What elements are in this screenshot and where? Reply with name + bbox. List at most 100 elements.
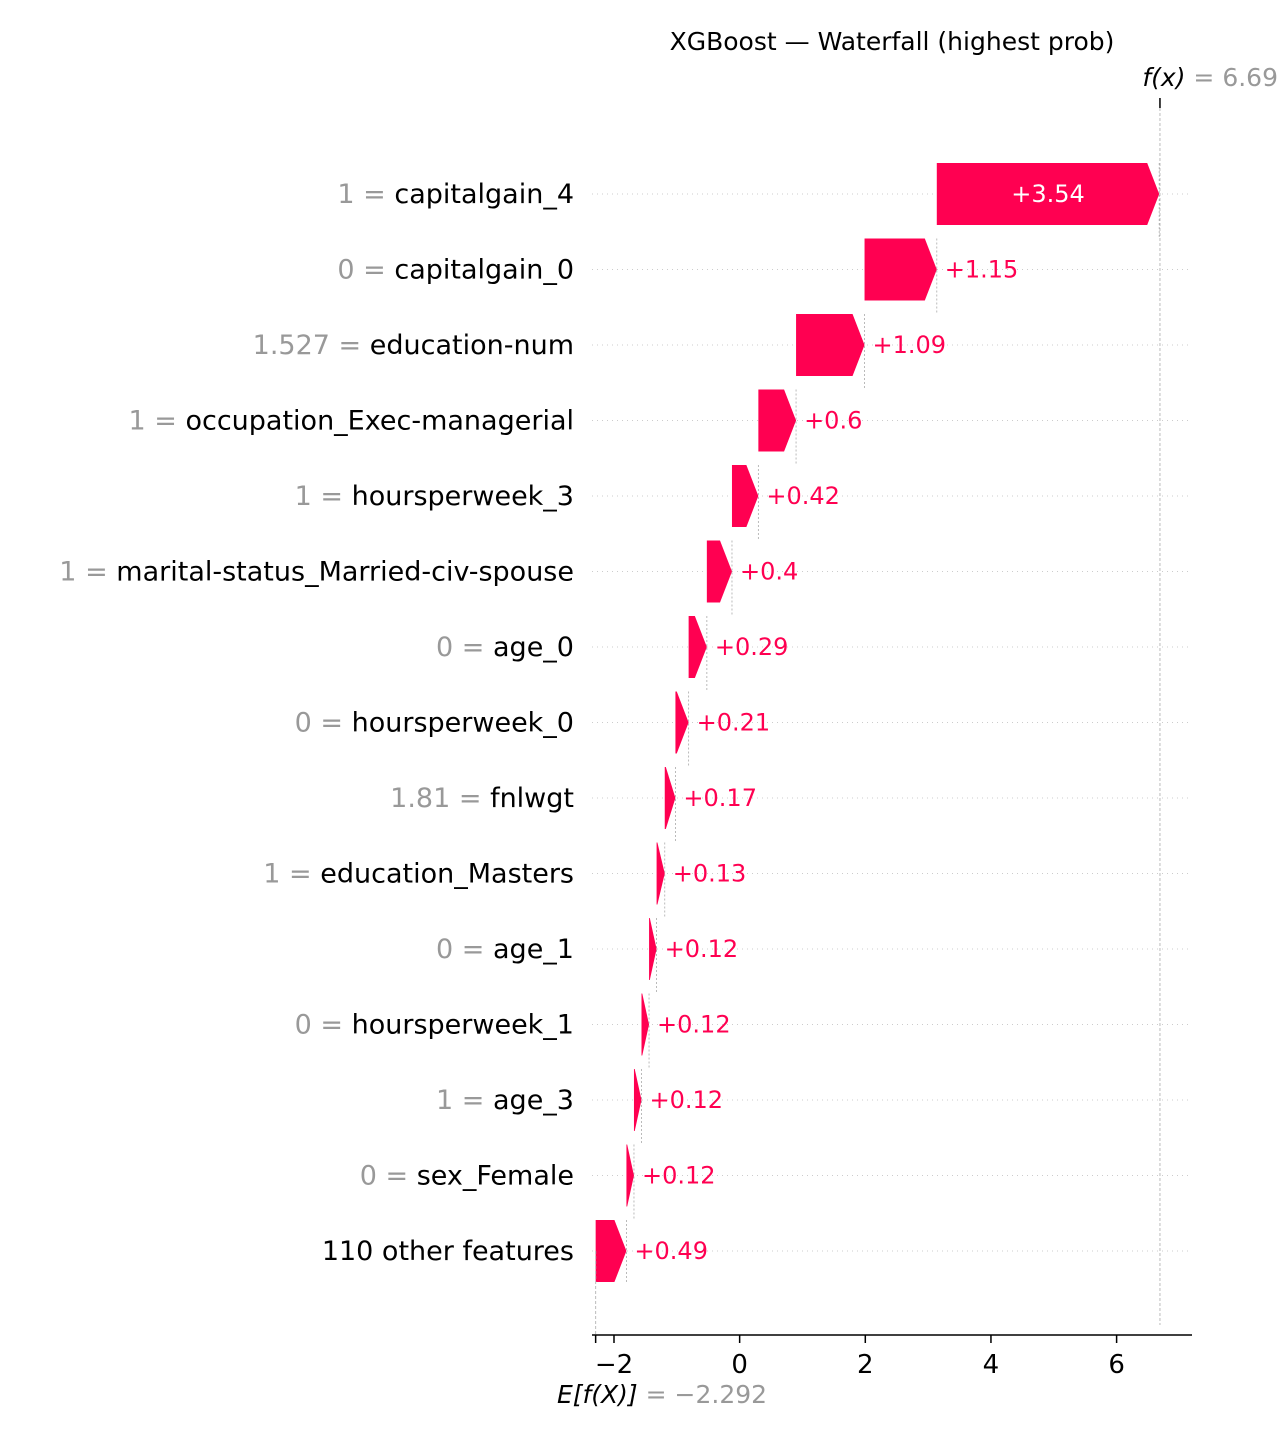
contribution-bar (758, 389, 797, 452)
equals-sign: = (355, 179, 395, 210)
feature-value: 0 (337, 255, 354, 286)
base-name: E[f(X)] (557, 1380, 638, 1409)
contribution-label: +0.12 (665, 935, 739, 963)
contribution-label: +0.17 (683, 784, 757, 812)
feature-name: age_1 (493, 934, 574, 965)
contribution-bar (706, 540, 732, 603)
x-tick-label: −2 (595, 1350, 633, 1380)
contribution-bar (626, 1144, 634, 1207)
feature-value: 1.527 (253, 330, 330, 361)
contribution-label: +0.6 (804, 407, 862, 435)
fx-label: f(x) = 6.69 (1142, 63, 1278, 92)
feature-label: 1 = marital-status_Married-civ-spouse (59, 557, 574, 588)
connector-lines (626, 163, 1160, 1282)
feature-name: capitalgain_4 (394, 179, 574, 210)
contribution-bar (656, 842, 665, 905)
feature-name: occupation_Exec-managerial (185, 406, 574, 437)
x-tick-label: 6 (1108, 1350, 1125, 1380)
contribution-label: +0.21 (697, 709, 771, 737)
feature-name: capitalgain_0 (394, 255, 574, 286)
contribution-label: +0.12 (642, 1162, 716, 1190)
equals-sign: = (450, 783, 490, 814)
contribution-label: +0.42 (766, 482, 840, 510)
feature-name: 110 other features (322, 1236, 574, 1267)
base-equals: = (638, 1380, 675, 1409)
feature-name: sex_Female (417, 1161, 574, 1192)
contribution-bar (688, 616, 707, 678)
row-gridlines (592, 193, 1192, 1252)
feature-name: hoursperweek_0 (352, 708, 574, 739)
contribution-bar (664, 767, 676, 829)
equals-sign: = (377, 1161, 417, 1192)
base-label: E[f(X)] = −2.292 (557, 1380, 767, 1409)
contribution-label: +0.49 (634, 1237, 708, 1265)
contribution-label: +1.15 (945, 256, 1019, 284)
feature-label: 1.81 = fnlwgt (390, 783, 574, 814)
fx-name: f(x) (1142, 63, 1185, 92)
feature-label: 1 = age_3 (436, 1085, 574, 1116)
contribution-bar (633, 1069, 642, 1131)
feature-label: 0 = sex_Female (360, 1161, 574, 1192)
equals-sign: = (146, 406, 186, 437)
contribution-label: +0.12 (657, 1011, 731, 1039)
fx-annotation: f(x) = 6.69 (1142, 63, 1278, 1325)
feature-value: 0 (295, 1010, 312, 1041)
contribution-bar (864, 238, 937, 301)
feature-name: education_Masters (320, 859, 574, 890)
equals-sign: = (76, 557, 116, 588)
contribution-bar (641, 993, 650, 1056)
feature-value: 0 (360, 1161, 377, 1192)
chart-title: XGBoost — Waterfall (highest prob) (670, 27, 1115, 56)
feature-label: 1 = education_Masters (263, 859, 574, 890)
contribution-label: +0.29 (715, 633, 789, 661)
fx-equals: = (1185, 63, 1222, 92)
feature-label: 0 = capitalgain_0 (337, 255, 574, 286)
feature-label: 110 other features (322, 1236, 574, 1267)
feature-name: fnlwgt (490, 783, 574, 814)
feature-value: 1 (295, 481, 312, 512)
x-axis: −2 0 2 4 6 (592, 1334, 1192, 1380)
feature-label: 1.527 = education-num (253, 330, 574, 361)
feature-label: 1 = capitalgain_4 (337, 179, 574, 210)
contribution-bar (649, 918, 657, 980)
contribution-bars (595, 163, 1160, 1282)
feature-name: marital-status_Married-civ-spouse (116, 557, 574, 588)
feature-label: 1 = occupation_Exec-managerial (128, 406, 574, 437)
feature-label: 0 = hoursperweek_1 (295, 1010, 574, 1041)
contribution-bar (675, 691, 689, 754)
feature-value: 1 (263, 859, 280, 890)
base-value: −2.292 (675, 1380, 768, 1409)
feature-name: age_3 (493, 1085, 574, 1116)
feature-label: 1 = hoursperweek_3 (295, 481, 574, 512)
feature-name: hoursperweek_1 (352, 1010, 574, 1041)
x-tick-label: 0 (731, 1350, 748, 1380)
feature-value: 1.81 (390, 783, 450, 814)
feature-labels: +3.54 1 = capitalgain_4 +1.15 0 = capitalga… (59, 179, 1084, 1267)
equals-sign: = (355, 255, 395, 286)
equals-sign: = (312, 708, 352, 739)
contribution-bar (731, 465, 759, 527)
feature-value: 0 (295, 708, 312, 739)
contribution-label: +3.54 (1011, 180, 1085, 208)
feature-value: 1 (436, 1085, 453, 1116)
contribution-bar (936, 163, 1160, 225)
x-tick-label: 2 (857, 1350, 874, 1380)
base-value-annotation: E[f(X)] = −2.292 (557, 1251, 767, 1409)
contribution-bar (796, 314, 865, 376)
contribution-bar (595, 1220, 627, 1282)
feature-value: 0 (436, 934, 453, 965)
feature-value: 1 (59, 557, 76, 588)
equals-sign: = (453, 1085, 493, 1116)
feature-value: 1 (128, 406, 145, 437)
equals-sign: = (330, 330, 370, 361)
equals-sign: = (280, 859, 320, 890)
feature-label: 0 = hoursperweek_0 (295, 708, 574, 739)
x-tick-label: 4 (983, 1350, 1000, 1380)
feature-label: 0 = age_1 (436, 934, 574, 965)
feature-value: 0 (436, 632, 453, 663)
fx-value: 6.69 (1222, 63, 1278, 92)
contribution-label: +0.13 (673, 860, 747, 888)
contribution-label: +1.09 (873, 331, 947, 359)
feature-value: 1 (337, 179, 354, 210)
feature-label: 0 = age_0 (436, 632, 574, 663)
